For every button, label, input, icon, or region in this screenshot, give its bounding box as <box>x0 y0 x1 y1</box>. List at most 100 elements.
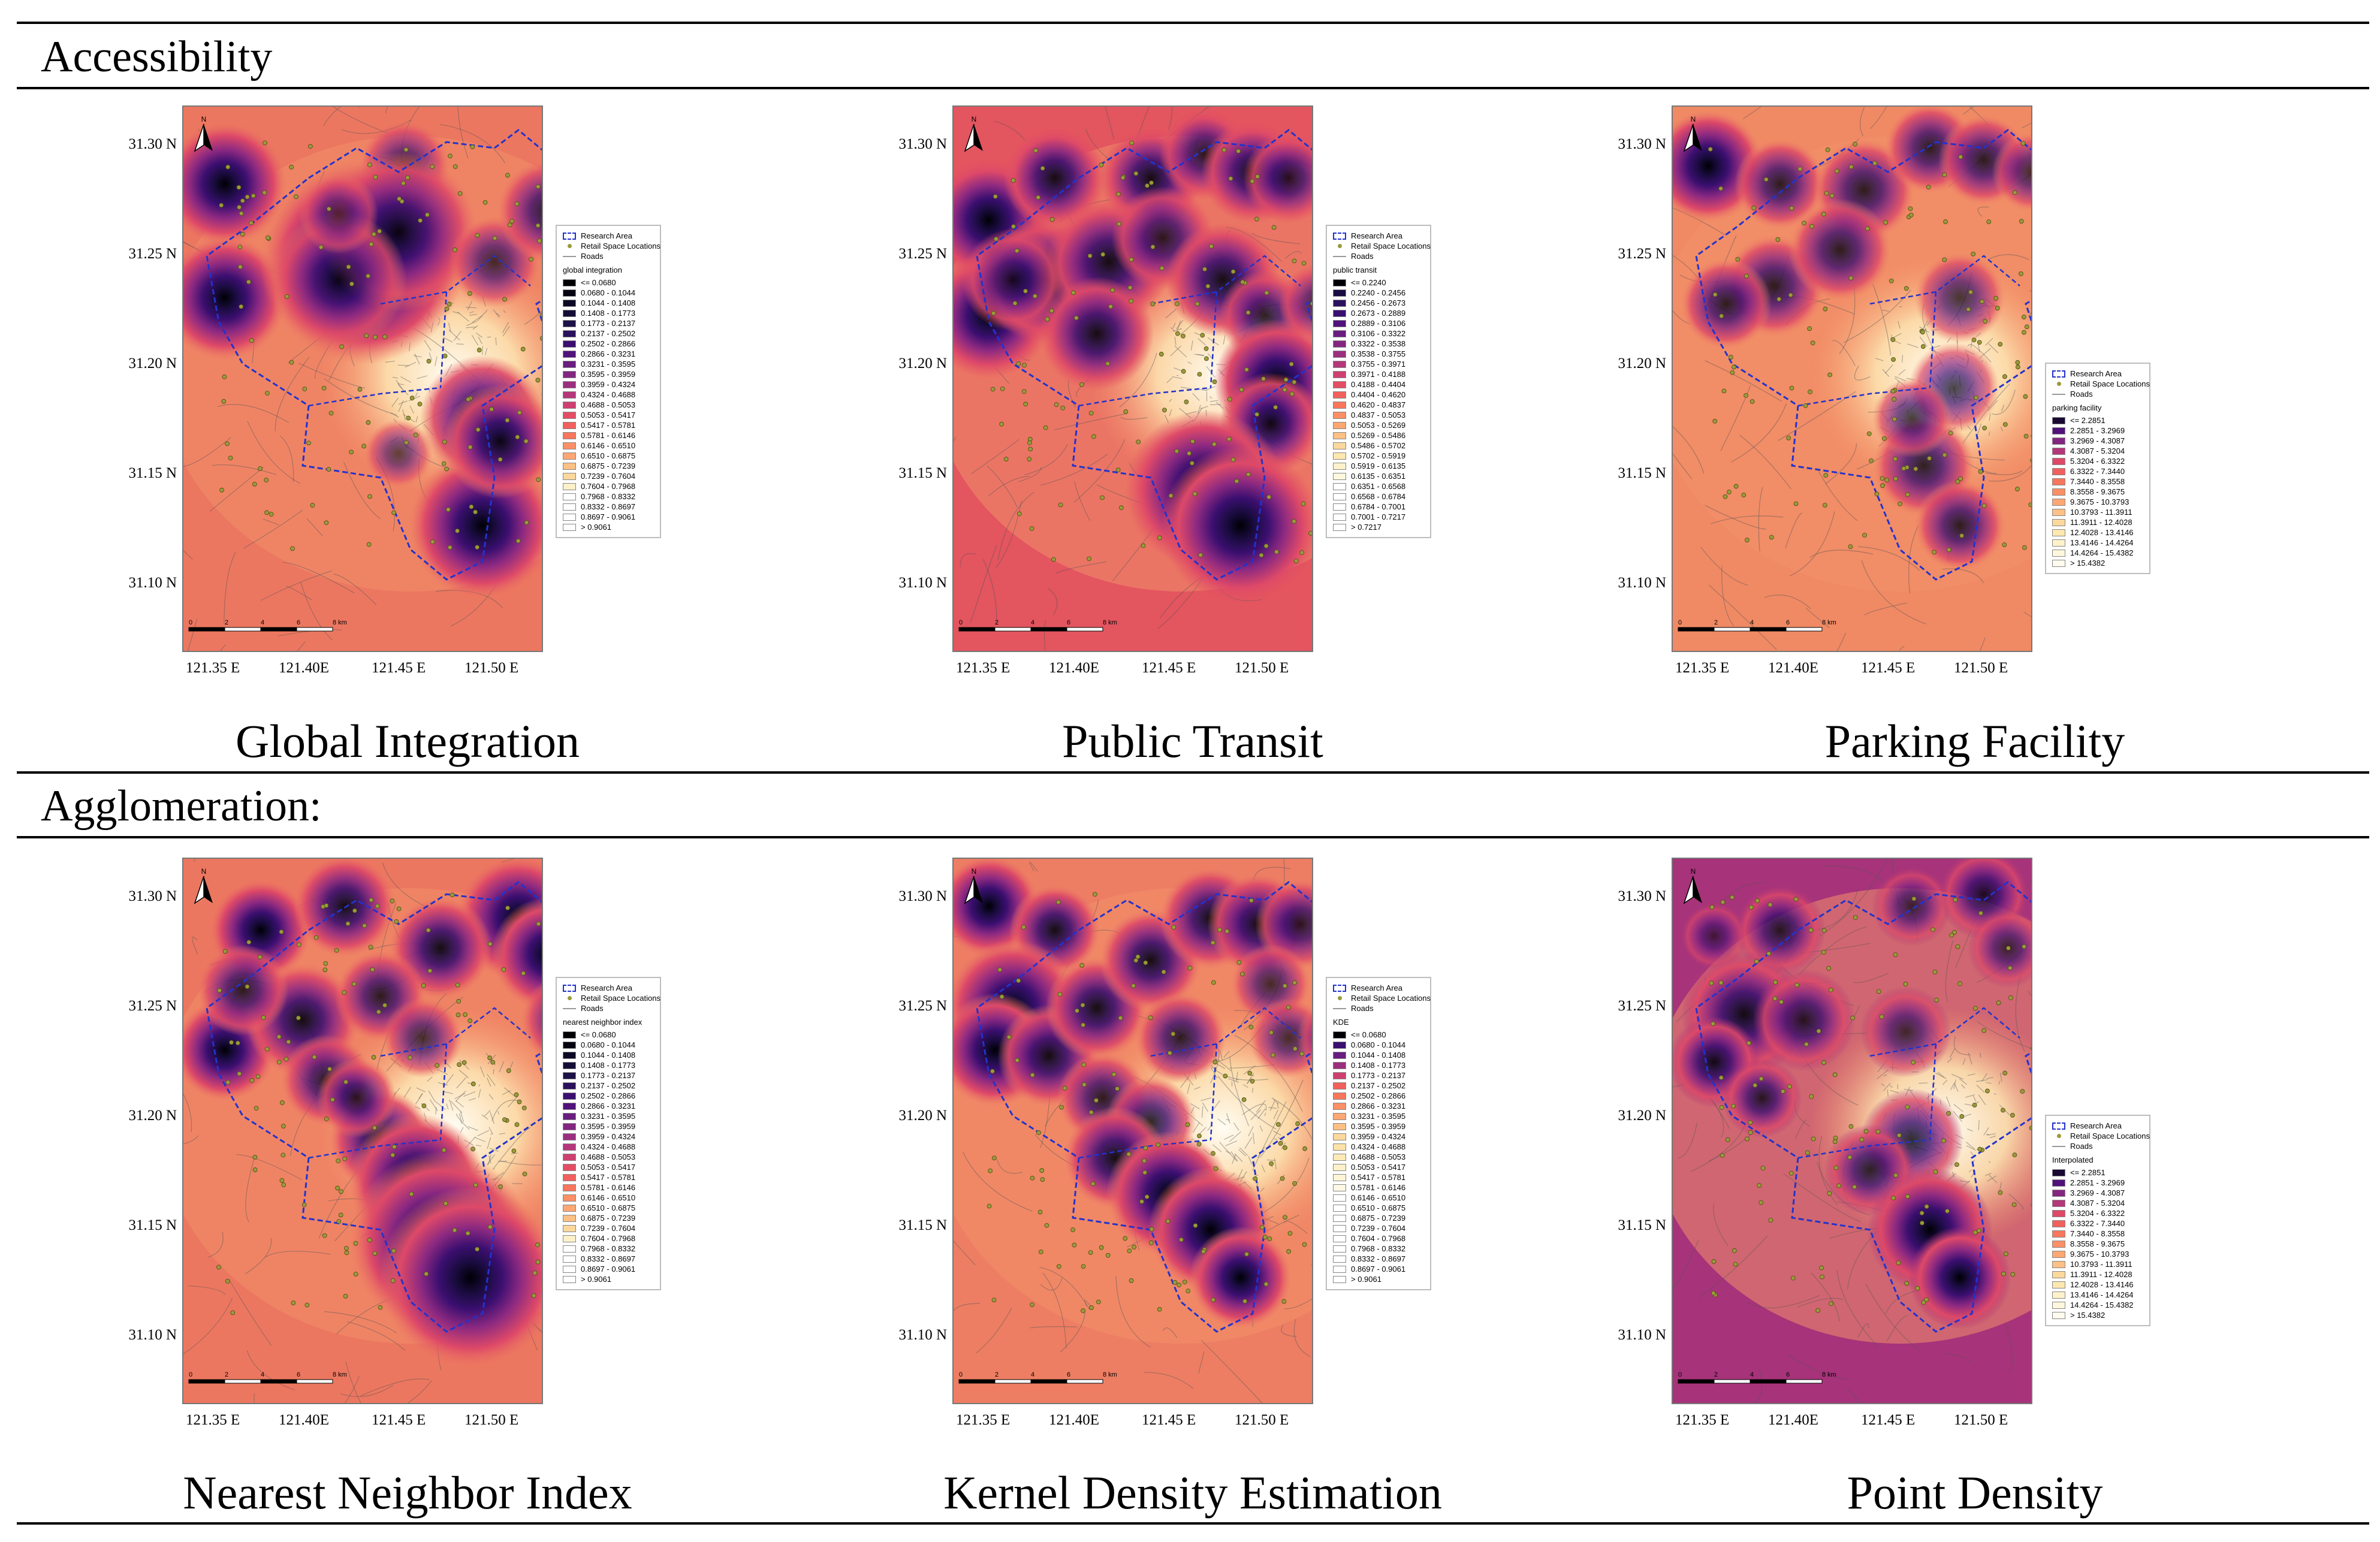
lon-tick-label: 121.40E <box>1049 660 1100 676</box>
legend-class: > 0.9061 <box>563 1274 655 1284</box>
legend-swatch <box>563 1173 576 1181</box>
legend-class: 0.3231 - 0.3595 <box>1333 1111 1425 1121</box>
legend-label: 0.5781 - 0.6146 <box>1351 1183 1406 1192</box>
hotspot-layer <box>183 120 542 600</box>
legend-class: 0.2240 - 0.2456 <box>1333 288 1425 298</box>
legend-swatch <box>1333 1245 1346 1253</box>
legend-swatch <box>563 1031 576 1039</box>
legend-label: 0.7239 - 0.7604 <box>1351 1224 1406 1233</box>
legend-label: 0.2240 - 0.2456 <box>1351 288 1406 297</box>
legend-label: 0.4688 - 0.5053 <box>581 1152 636 1161</box>
legend-research-area: Research Area <box>563 231 655 241</box>
legend-class: 0.4688 - 0.5053 <box>563 400 655 410</box>
legend-class: 0.2137 - 0.2502 <box>563 328 655 339</box>
legend-label: 2.2851 - 3.2969 <box>2070 1178 2125 1187</box>
legend-swatch <box>2052 1133 2065 1140</box>
legend-swatch <box>1333 319 1346 327</box>
legend-swatch <box>563 1051 576 1059</box>
legend-swatch <box>2052 1230 2065 1238</box>
legend-label: 6.3322 - 7.3440 <box>2070 1219 2125 1228</box>
legend-label: 0.3755 - 0.3971 <box>1351 360 1406 369</box>
scale-bar: 0 2 4 6 8 km <box>188 619 347 632</box>
legend-label: 0.3959 - 0.4324 <box>1351 1132 1406 1141</box>
legend-roads: Roads <box>563 1003 655 1013</box>
legend-label: 0.4404 - 0.4620 <box>1351 390 1406 399</box>
legend-label: 0.6146 - 0.6510 <box>581 1193 636 1202</box>
legend-swatch <box>2052 549 2065 557</box>
map-svg: N 0 2 4 6 8 km <box>1672 858 2032 1404</box>
legend-label: 0.5919 - 0.6135 <box>1351 461 1406 470</box>
legend-label: 0.6875 - 0.7239 <box>581 1214 636 1223</box>
legend-class: 0.6146 - 0.6510 <box>1333 1193 1425 1203</box>
legend-class: 0.2866 - 0.3231 <box>563 349 655 359</box>
legend-swatch <box>2052 529 2065 536</box>
scale-bar-label: 2 <box>1714 619 1718 626</box>
legend-label: Research Area <box>2070 1121 2122 1130</box>
map-svg: N 0 2 4 6 8 km <box>952 858 1313 1404</box>
legend-label: 0.3231 - 0.3595 <box>581 1112 636 1121</box>
legend-swatch <box>2052 1179 2065 1187</box>
legend-label: 10.3793 - 11.3911 <box>2070 1260 2132 1269</box>
legend-class: 0.6510 - 0.6875 <box>563 1203 655 1213</box>
section-rule-agglomeration <box>17 836 2369 838</box>
lat-tick-label: 31.10 N <box>1618 1327 1666 1343</box>
legend-swatch <box>563 309 576 317</box>
legend-class: 0.7968 - 0.8332 <box>1333 1244 1425 1254</box>
legend-class: 8.3558 - 9.3675 <box>2052 487 2144 497</box>
north-label: N <box>972 115 977 123</box>
legend-swatch <box>1333 1214 1346 1222</box>
legend-label: 0.1044 - 0.1408 <box>1351 1051 1406 1060</box>
legend-swatch <box>2052 1311 2065 1319</box>
legend-class: 7.3440 - 8.3558 <box>2052 476 2144 487</box>
lat-tick-label: 31.20 N <box>1618 355 1666 372</box>
legend-class: 0.2502 - 0.2866 <box>1333 1091 1425 1101</box>
legend-label: 0.8332 - 0.8697 <box>1351 1254 1406 1263</box>
legend-label: > 15.4382 <box>2070 559 2105 568</box>
legend-label: 0.5053 - 0.5417 <box>581 1163 636 1172</box>
legend-swatch <box>563 1184 576 1191</box>
legend-label: 0.8697 - 0.9061 <box>581 1265 636 1274</box>
legend-swatch <box>563 493 576 500</box>
legend-label: Roads <box>2070 1142 2093 1151</box>
legend-label: 0.2137 - 0.2502 <box>581 1081 636 1090</box>
legend-class: 0.7604 - 0.7968 <box>1333 1233 1425 1244</box>
lon-tick-label: 121.45 E <box>1861 1412 1916 1428</box>
scale-bar-label: 4 <box>261 619 264 626</box>
legend-label: 0.8332 - 0.8697 <box>581 502 636 511</box>
north-arrow-icon: N <box>1683 115 1702 152</box>
scale-bar-label: 4 <box>1750 1371 1754 1378</box>
legend-swatch <box>1333 1051 1346 1059</box>
legend-swatch <box>1333 1133 1346 1140</box>
legend-swatch <box>2052 467 2065 475</box>
legend-label: Roads <box>581 252 604 261</box>
legend-swatch <box>1333 1235 1346 1242</box>
legend-class: 0.7968 - 0.8332 <box>563 1244 655 1254</box>
legend-swatch <box>2052 457 2065 465</box>
scale-bar: 0 2 4 6 8 km <box>188 1371 347 1384</box>
scale-bar-label: 8 km <box>333 1371 347 1378</box>
legend-swatch <box>563 1092 576 1100</box>
legend-swatch <box>1333 421 1346 429</box>
legend-class: 0.8697 - 0.9061 <box>563 1264 655 1274</box>
legend-label: 0.4620 - 0.4837 <box>1351 400 1406 409</box>
scale-bar: 0 2 4 6 8 km <box>958 619 1117 632</box>
scale-bar-label: 0 <box>189 1371 192 1378</box>
legend-swatch <box>2052 1250 2065 1258</box>
legend-label: 0.3322 - 0.3538 <box>1351 339 1406 348</box>
map-panel-point-density: N 0 2 4 6 8 km 31.30 N 31.25 N 31.20 N 31.15 N 31.… <box>1591 851 2239 1450</box>
legend-label: <= 2.2851 <box>2070 416 2105 425</box>
legend-swatch <box>1333 1102 1346 1110</box>
legend-label: 0.2866 - 0.3231 <box>581 1102 636 1111</box>
legend-label: 0.2502 - 0.2866 <box>1351 1091 1406 1100</box>
lon-tick-label: 121.40E <box>1768 660 1819 676</box>
legend-label: > 0.9061 <box>581 523 611 532</box>
legend-class: 0.0680 - 0.1044 <box>1333 1040 1425 1050</box>
legend-class: 12.4028 - 13.4146 <box>2052 1280 2144 1290</box>
legend-label: 10.3793 - 11.3911 <box>2070 508 2132 517</box>
legend-swatch <box>563 472 576 480</box>
scale-bar-label: 8 km <box>1822 619 1836 626</box>
legend-label: 3.2969 - 4.3087 <box>2070 1188 2125 1197</box>
legend-label: <= 2.2851 <box>2070 1168 2105 1177</box>
legend-label: 7.3440 - 8.3558 <box>2070 477 2125 486</box>
legend-class: > 0.9061 <box>1333 1274 1425 1284</box>
